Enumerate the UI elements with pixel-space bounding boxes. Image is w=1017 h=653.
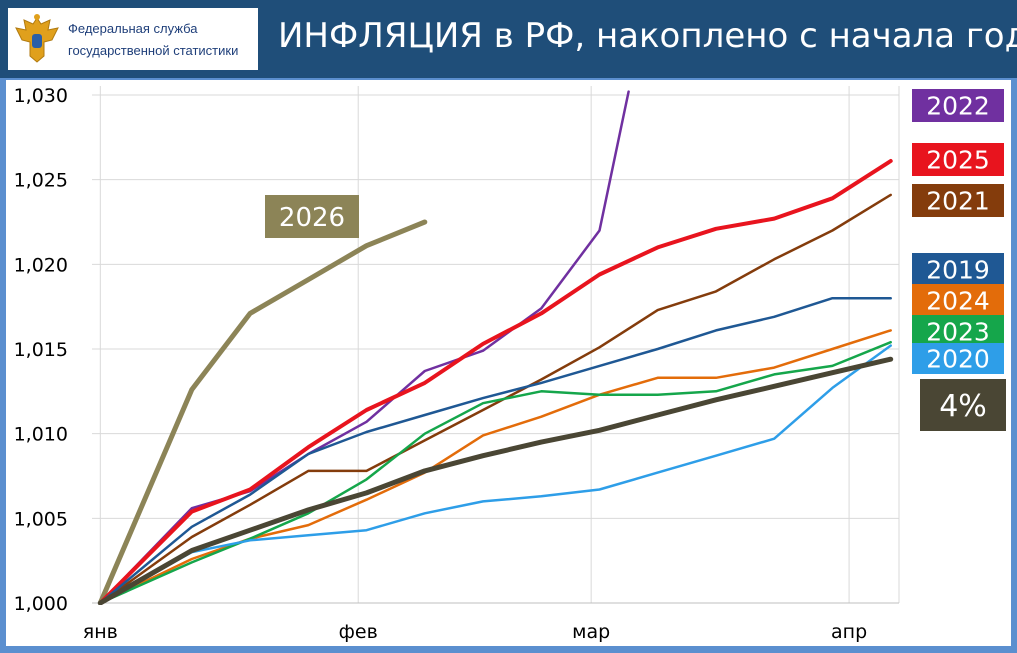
legend-swatch [912,253,1004,286]
legend-swatch [912,315,1004,348]
series-line-2025 [98,159,893,605]
legend-swatch [912,343,1004,374]
x-tick-label: апр [831,621,867,643]
legend-label: 2020 [926,345,990,374]
legend-item-2023: 2023 [912,315,1004,348]
series-line-2021 [99,193,892,605]
eagle-emblem-icon [15,14,59,63]
series-line-4pct [97,356,894,605]
legend-label: 2025 [926,146,990,175]
annotation-2026: 2026 [265,195,359,238]
y-tick-label: 1,020 [14,254,68,276]
header-bar: Федеральная служба государственной стати… [0,0,1017,78]
rosstat-logo: Федеральная служба государственной стати… [8,8,258,70]
legend-swatch [912,284,1004,317]
y-tick-label: 1,000 [14,593,68,615]
series-line-2024 [99,329,892,605]
legend-label: 2024 [926,287,990,316]
series-line-2020 [99,344,892,605]
logo-line-2: государственной статистики [68,43,239,58]
series-lines [97,90,894,605]
y-tick-label: 1,010 [14,424,68,446]
series-line-2023 [99,340,892,605]
logo-caption: Федеральная служба государственной стати… [68,18,238,62]
y-tick-label: 1,030 [14,85,68,107]
legend-label: 2019 [926,256,990,285]
legend-label: 4% [939,389,987,424]
legend-item-2021: 2021 [912,184,1004,217]
annotation-label: 2026 [279,203,345,233]
page-title: ИНФЛЯЦИЯ в РФ, накоплено с начала года [278,16,1017,56]
chart-panel: 1,000 1,005 1,010 1,015 1,020 1,025 1,030 янв фе… [6,80,1011,646]
y-tick-label: 1,025 [14,170,68,192]
legend-label: 2023 [926,318,990,347]
legend-swatch [912,143,1004,176]
axes: 1,000 1,005 1,010 1,015 1,020 1,025 1,030 янв фе… [14,85,899,643]
series-line-2026 [97,219,428,605]
y-tick-label: 1,005 [14,508,68,530]
x-tick-label: мар [572,621,610,643]
x-tick-label: фев [339,621,378,643]
legend-item-2024: 2024 [912,284,1004,317]
legend-label: 2021 [926,187,990,216]
y-tick-label: 1,015 [14,339,68,361]
legend-label: 2022 [926,92,990,121]
legend-item-2022: 2022 [912,89,1004,122]
inflation-line-chart: 1,000 1,005 1,010 1,015 1,020 1,025 1,030 янв фе… [14,85,1006,643]
annotation-box [265,195,359,238]
x-tick-label: янв [83,621,118,643]
legend-swatch [912,184,1004,217]
logo-line-1: Федеральная служба [68,21,198,36]
legend-item-4pct: 4% [920,379,1006,431]
legend-item-2025: 2025 [912,143,1004,176]
legend-item-2019: 2019 [912,253,1004,286]
legend-swatch [912,89,1004,122]
legend-swatch [920,379,1006,431]
legend-item-2020: 2020 [912,343,1004,374]
series-line-2019 [99,296,892,605]
